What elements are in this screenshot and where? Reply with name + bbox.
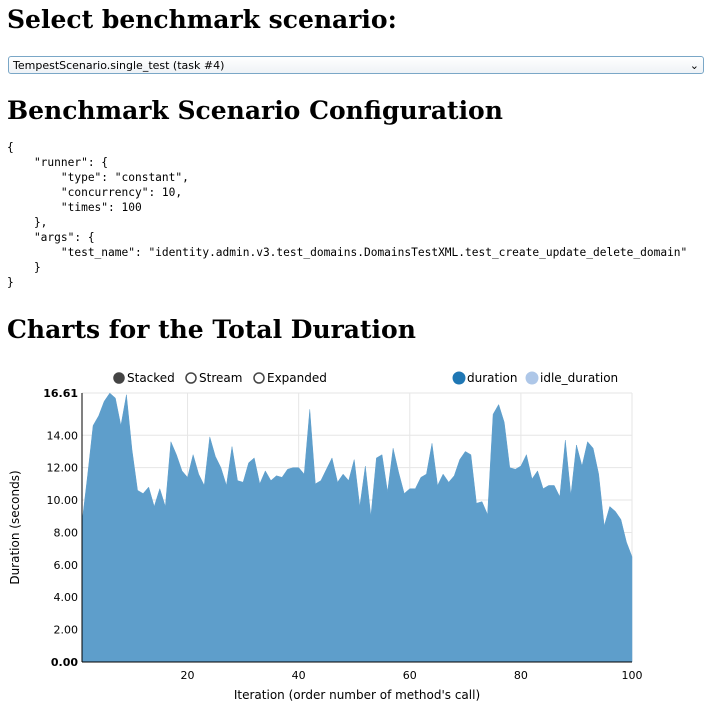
legend-duration[interactable]: duration: [452, 371, 518, 385]
scenario-select[interactable]: TempestScenario.single_test (task #4) ⌄: [8, 56, 704, 74]
y-tick-label: 10.00: [47, 494, 79, 507]
mode-label: Stacked: [127, 371, 175, 385]
legend-swatch-icon: [525, 371, 539, 385]
y-tick-label: 12.00: [47, 462, 79, 475]
radio-icon: [253, 372, 265, 384]
x-tick-label: 60: [403, 669, 417, 682]
y-tick-label: 2.00: [54, 624, 79, 637]
y-tick-label: 4.00: [54, 591, 79, 604]
select-scenario-heading: Select benchmark scenario:: [7, 5, 397, 34]
mode-stacked-radio[interactable]: Stacked: [113, 371, 175, 385]
radio-icon: [113, 372, 125, 384]
y-tick-label: 16.61: [43, 387, 78, 400]
chevron-down-icon: ⌄: [689, 59, 699, 72]
legend-idle-duration[interactable]: idle_duration: [525, 371, 618, 385]
charts-heading: Charts for the Total Duration: [7, 315, 416, 344]
x-axis-label: Iteration (order number of method's call…: [234, 688, 480, 702]
mode-expanded-radio[interactable]: Expanded: [253, 371, 327, 385]
duration-chart: 0.00 2.00 4.00 6.00 8.00 10.00 12.00 14.00 16.61…: [8, 371, 643, 702]
legend-label: idle_duration: [540, 371, 618, 385]
y-tick-label: 14.00: [47, 429, 79, 442]
mode-label: Expanded: [267, 371, 327, 385]
scenario-select-value: TempestScenario.single_test (task #4): [13, 59, 225, 72]
y-tick-label: 0.00: [51, 656, 78, 669]
config-heading: Benchmark Scenario Configuration: [7, 96, 503, 125]
duration-area[interactable]: [81, 392, 633, 663]
legend-label: duration: [467, 371, 518, 385]
x-tick-label: 100: [622, 669, 643, 682]
mode-label: Stream: [199, 371, 242, 385]
y-axis-label: Duration (seconds): [8, 470, 22, 584]
y-tick-label: 8.00: [54, 526, 79, 539]
x-tick-label: 40: [292, 669, 306, 682]
y-tick-label: 6.00: [54, 559, 79, 572]
mode-stream-radio[interactable]: Stream: [185, 371, 242, 385]
config-code-block: { "runner": { "type": "constant", "concu…: [7, 141, 688, 289]
radio-icon: [185, 372, 197, 384]
x-tick-label: 80: [514, 669, 528, 682]
x-tick-label: 20: [181, 669, 195, 682]
legend-swatch-icon: [452, 371, 466, 385]
